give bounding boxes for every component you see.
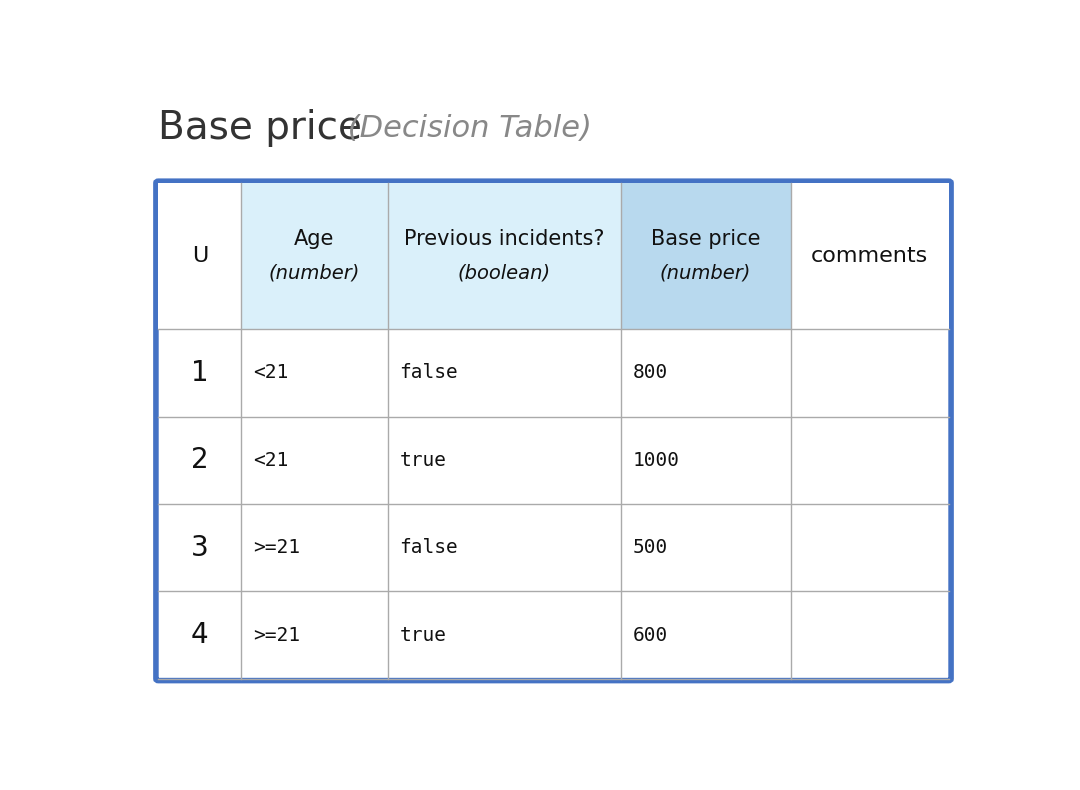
- Text: 1: 1: [191, 359, 208, 387]
- Text: true: true: [400, 451, 446, 470]
- Text: false: false: [400, 538, 458, 557]
- Bar: [242, 183, 388, 329]
- Text: U: U: [192, 246, 208, 266]
- Text: 3: 3: [191, 534, 208, 562]
- Text: (number): (number): [660, 264, 752, 283]
- Text: false: false: [400, 363, 458, 382]
- Text: (boolean): (boolean): [458, 264, 551, 283]
- Bar: [163, 186, 944, 675]
- Text: Base price: Base price: [159, 109, 363, 147]
- Text: <21: <21: [253, 363, 288, 382]
- Text: 500: 500: [633, 538, 667, 557]
- Text: >=21: >=21: [253, 538, 300, 557]
- Bar: [388, 183, 621, 329]
- Bar: [791, 183, 948, 329]
- Text: >=21: >=21: [253, 626, 300, 645]
- Text: (number): (number): [269, 264, 360, 283]
- Text: true: true: [400, 626, 446, 645]
- Text: 800: 800: [633, 363, 667, 382]
- Bar: [159, 183, 242, 329]
- FancyBboxPatch shape: [156, 181, 951, 681]
- Text: 2: 2: [191, 446, 208, 474]
- Text: Base price: Base price: [651, 229, 760, 249]
- Text: comments: comments: [811, 246, 928, 266]
- Text: <21: <21: [253, 451, 288, 470]
- Text: Previous incidents?: Previous incidents?: [404, 229, 605, 249]
- Bar: [621, 183, 791, 329]
- Text: Age: Age: [294, 229, 335, 249]
- Text: (Decision Table): (Decision Table): [338, 114, 592, 143]
- Text: 1000: 1000: [633, 451, 679, 470]
- Text: 4: 4: [191, 621, 208, 649]
- Text: 600: 600: [633, 626, 667, 645]
